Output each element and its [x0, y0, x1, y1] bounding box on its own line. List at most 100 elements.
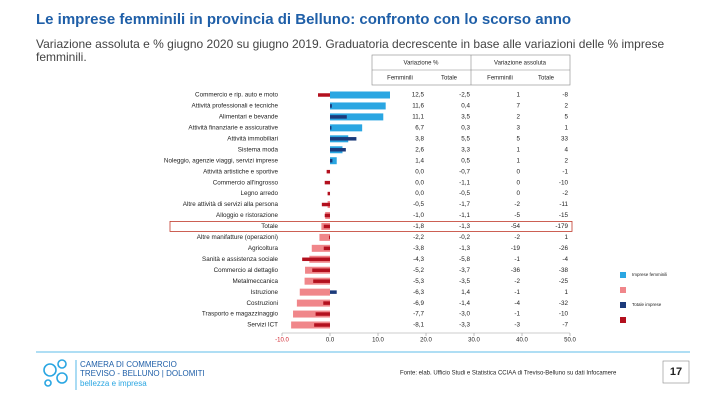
- legend-swatch: [620, 287, 626, 293]
- table-value: 6,7: [415, 125, 424, 132]
- table-value: -26: [559, 245, 569, 252]
- pct-header: Variazione %: [404, 61, 440, 67]
- table-value: -15: [559, 212, 569, 219]
- bar-femminili: [299, 288, 330, 296]
- bar-femminili: [296, 299, 330, 307]
- category-label: Sanità e assistenza sociale: [202, 256, 278, 263]
- table-value: -8: [562, 92, 568, 99]
- x-tick-label: 30.0: [468, 338, 480, 344]
- table-value: -8,1: [413, 322, 424, 329]
- table-value: -0,5: [413, 201, 424, 208]
- x-tick-label: 50.0: [564, 338, 576, 344]
- table-value: -1,3: [459, 223, 470, 230]
- table-value: -19: [511, 245, 521, 252]
- table-value: 0,0: [415, 190, 424, 197]
- table-value: -6,3: [413, 289, 424, 296]
- table-value: -3,7: [459, 267, 470, 274]
- bar-totale: [330, 148, 346, 152]
- table-value: -25: [559, 278, 569, 285]
- table-value: -11: [559, 201, 568, 208]
- table-value: 0,3: [461, 125, 470, 132]
- bar-femminili: [330, 113, 384, 121]
- bar-totale: [330, 158, 333, 163]
- table-value: 5: [564, 114, 568, 121]
- table-value: 0,0: [415, 179, 424, 186]
- bar-totale: [324, 213, 330, 218]
- category-label: Alimentari e bevande: [219, 114, 279, 121]
- bar-totale: [330, 126, 332, 130]
- bar-femminili: [293, 310, 330, 318]
- table-value: -1,0: [413, 212, 424, 219]
- bar-totale: [323, 246, 330, 251]
- bar-totale: [330, 137, 357, 141]
- table-value: -1: [514, 311, 520, 318]
- col-header: Femminili: [487, 76, 513, 82]
- table-value: -0,2: [459, 234, 470, 241]
- bar-totale: [324, 180, 330, 185]
- table-value: -1,1: [459, 179, 470, 186]
- table-value: -2: [514, 234, 520, 241]
- table-value: -2: [514, 201, 520, 208]
- table-value: -1: [562, 168, 568, 175]
- bar-totale: [315, 312, 330, 316]
- bar-femminili: [311, 244, 330, 252]
- category-label: Attività finanziarie e assicurative: [188, 125, 278, 132]
- category-label: Trasporto e magazzinaggio: [202, 311, 279, 318]
- bar-totale: [329, 235, 330, 240]
- table-value: -4,3: [413, 256, 424, 263]
- bar-totale: [321, 202, 330, 207]
- table-value: -3,0: [459, 311, 470, 318]
- category-label: Totale: [261, 223, 278, 230]
- total-highlight: [169, 221, 573, 232]
- table-value: -6,9: [413, 300, 424, 307]
- table-value: -1,1: [459, 212, 470, 219]
- table-value: -3,5: [459, 278, 470, 285]
- table-value: -4: [514, 300, 520, 307]
- table-value: 0: [516, 179, 520, 186]
- bar-totale: [330, 104, 332, 108]
- bar-femminili: [330, 91, 390, 99]
- bar-totale: [327, 191, 330, 196]
- table-value: 3,8: [415, 135, 424, 142]
- category-label: Altre attività di servizi alla persona: [183, 201, 279, 208]
- legend-label: Totale imprese: [632, 302, 662, 307]
- logo-mark: [43, 359, 68, 387]
- logo-text: TREVISO - BELLUNO | DOLOMITI: [80, 369, 205, 378]
- table-value: 1: [516, 157, 520, 164]
- table-value: -1,7: [459, 201, 470, 208]
- table-value: 5,5: [461, 135, 470, 142]
- page-number: 17: [670, 366, 682, 378]
- table-value: -3,3: [459, 322, 470, 329]
- bar-femminili: [330, 102, 386, 110]
- table-value: 4: [564, 146, 568, 153]
- category-label: Noleggio, agenzie viaggi, servizi impres…: [164, 157, 279, 164]
- category-label: Attività artistiche e sportive: [203, 168, 278, 175]
- subtitle: Variazione assoluta e % giugno 2020 su g…: [36, 38, 665, 64]
- table-value: -5,2: [413, 267, 424, 274]
- table-value: 11,6: [412, 103, 424, 110]
- table-value: 0,5: [461, 157, 470, 164]
- bar-totale: [330, 115, 347, 119]
- bar-totale: [314, 323, 330, 327]
- x-tick-label: -10.0: [275, 338, 289, 344]
- table-value: 2: [564, 157, 568, 164]
- logo-text: CAMERA DI COMMERCIO: [80, 360, 177, 369]
- legend-swatch: [620, 272, 626, 278]
- table-value: 3,5: [461, 114, 470, 121]
- table-value: -0,7: [459, 168, 470, 175]
- table-value: -4: [562, 256, 568, 263]
- table-value: 0: [516, 190, 520, 197]
- table-value: 1: [564, 289, 568, 296]
- bar-totale: [302, 257, 330, 262]
- category-label: Commercio all'ingrosso: [213, 179, 279, 186]
- logo-text: bellezza e impresa: [80, 379, 147, 388]
- table-value: -7: [562, 322, 568, 329]
- bar-totale: [318, 93, 330, 97]
- legend-label: Imprese femminili: [632, 272, 667, 277]
- table-value: 0,0: [415, 168, 424, 175]
- table-value: -3,8: [413, 245, 424, 252]
- category-label: Servizi ICT: [247, 322, 278, 329]
- table-value: 2: [516, 114, 520, 121]
- bar-totale: [313, 279, 330, 283]
- category-label: Istruzione: [251, 289, 279, 296]
